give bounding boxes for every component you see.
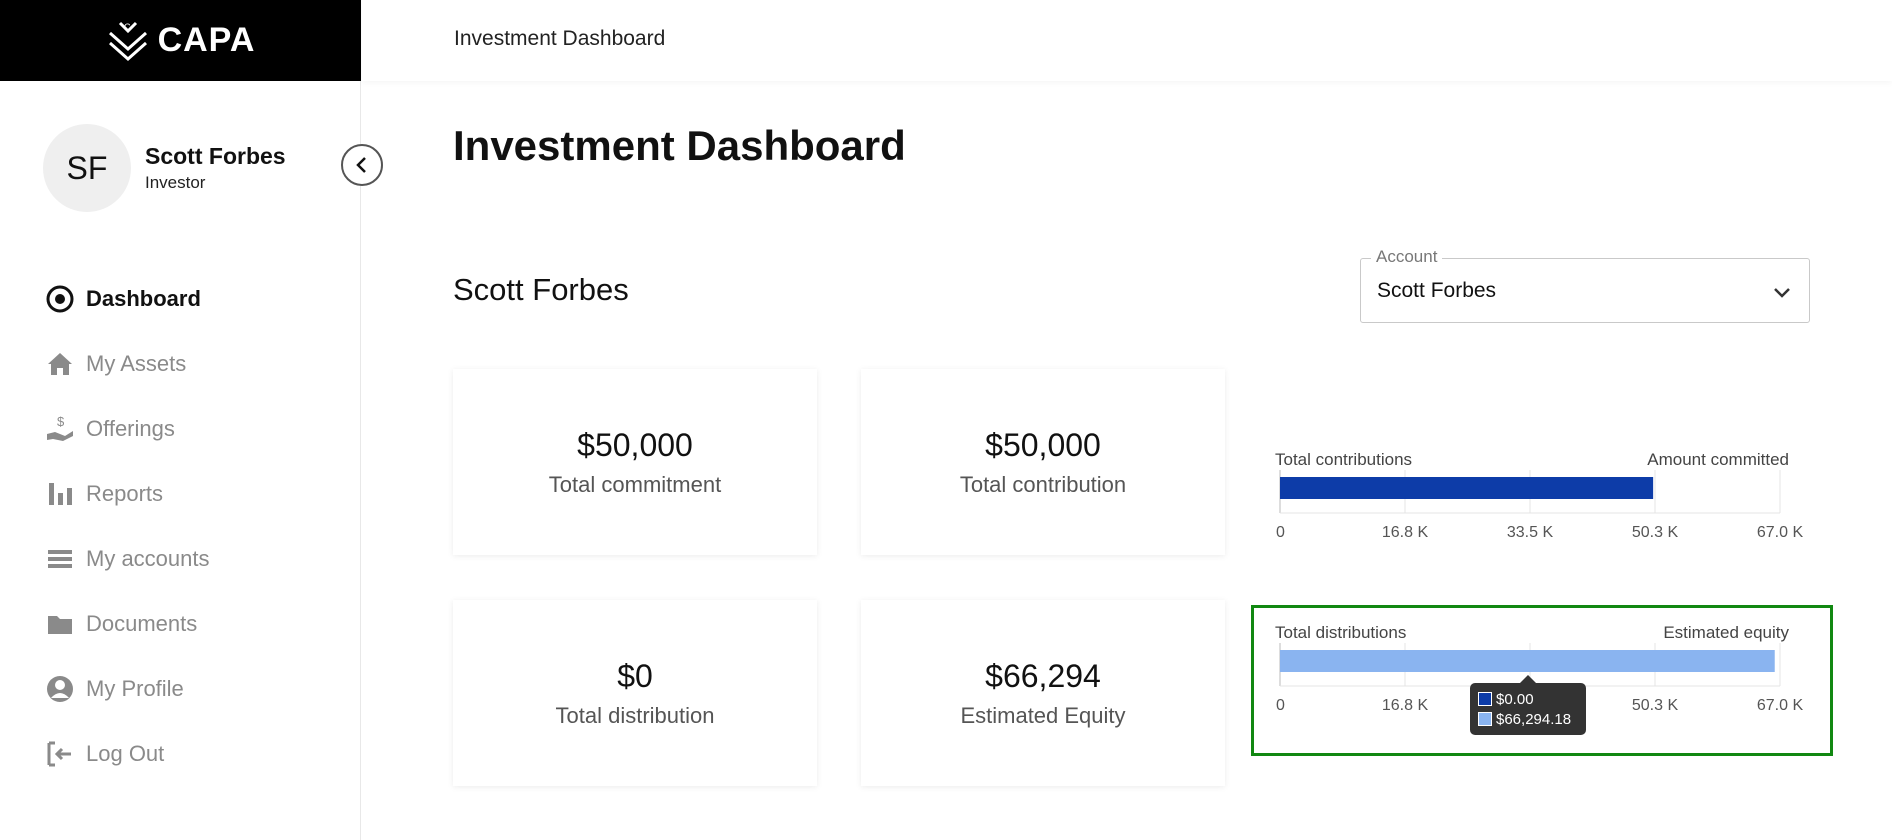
tick-label: 33.5 K [1507,524,1554,541]
sidebar-item-label: Documents [86,610,198,636]
sidebar-item-label: Log Out [86,740,165,766]
target-icon [44,283,76,315]
card-label: Estimated Equity [960,702,1126,728]
chevron-left-icon [356,157,366,173]
total-distribution-card: $0 Total distribution [453,600,817,786]
top-bar: Investment Dashboard [362,0,1892,81]
user-name: Scott Forbes [145,143,286,169]
chart-tick-labels: 0 16.8 K 33.5 K 50.3 K 67.0 K [1276,524,1803,541]
account-holder-name: Scott Forbes [453,272,629,307]
tick-label: 67.0 K [1757,524,1804,541]
sidebar-item-my-accounts[interactable]: My accounts [44,526,210,591]
chart-highlight-box [1251,605,1833,756]
card-label: Total contribution [959,471,1127,497]
collapse-sidebar-button[interactable] [341,144,383,186]
brand-name: CAPA [157,21,256,59]
sidebar-item-label: My accounts [86,545,210,571]
sidebar-item-log-out[interactable]: Log Out [44,721,210,786]
chart-tooltip: $0.00 $66,294.18 [1470,675,1586,735]
account-value: Scott Forbes [1377,279,1497,302]
card-value: $50,000 [985,426,1101,463]
chevron-down-icon [1774,288,1790,298]
sidebar-item-reports[interactable]: Reports [44,461,210,526]
chart-left-label: Total contributions [1275,450,1412,469]
sidebar-item-offerings[interactable]: $ Offerings [44,396,210,461]
card-label: Total commitment [548,471,722,497]
topbar-title: Investment Dashboard [454,27,666,50]
user-circle-icon [44,673,76,705]
sidebar-item-dashboard[interactable]: Dashboard [44,266,210,331]
avatar: SF [43,124,131,212]
estimated-equity-card: $66,294 Estimated Equity [861,600,1225,786]
tooltip-swatch-dark [1478,692,1492,706]
tooltip-value-equity: $66,294.18 [1496,710,1572,728]
card-value: $50,000 [577,426,693,463]
sidebar-item-my-profile[interactable]: My Profile [44,656,210,721]
user-role: Investor [145,173,206,192]
bar[interactable] [1280,650,1775,672]
home-icon [44,348,76,380]
sidebar-nav: Dashboard My Assets $ Offerings Reports … [44,266,210,786]
logo-bar[interactable]: C CAPA [0,0,361,81]
svg-text:C: C [124,22,131,32]
tick-label: 16.8 K [1382,524,1429,541]
sidebar-item-label: My Profile [86,675,184,701]
card-label: Total distribution [555,702,715,728]
sidebar-item-label: Dashboard [86,285,201,311]
page-title: Investment Dashboard [453,122,906,169]
contributions-chart: Total contributions Amount committed 0 16… [1275,450,1803,541]
user-profile: SF Scott Forbes Investor [43,124,286,212]
sidebar-item-label: Reports [86,480,164,506]
chart-right-label: Amount committed [1647,450,1789,469]
card-value: $66,294 [985,657,1101,694]
sidebar-item-my-assets[interactable]: My Assets [44,331,210,396]
svg-text:$: $ [57,414,65,429]
tick-label: 50.3 K [1632,524,1679,541]
sidebar-item-label: My Assets [86,350,187,376]
logout-icon [44,738,76,770]
tooltip-value-distributions: $0.00 [1496,690,1534,708]
chart-left-label: Total distributions [1275,623,1406,642]
tick-label: 67.0 K [1757,697,1804,714]
tick-label: 0 [1276,524,1285,541]
chart-bars [1280,477,1654,499]
tick-label: 16.8 K [1382,697,1429,714]
capa-logo-icon: C [108,21,147,61]
chart-right-label: Estimated equity [1663,623,1789,642]
folder-icon [44,608,76,640]
tick-label: 50.3 K [1632,697,1679,714]
sidebar-item-documents[interactable]: Documents [44,591,210,656]
account-select[interactable]: Account Scott Forbes [1360,247,1810,323]
bar[interactable] [1280,477,1654,499]
tooltip-swatch-light [1478,712,1492,726]
total-contribution-card: $50,000 Total contribution [861,369,1225,555]
chart-bars [1280,650,1775,672]
bar-chart-icon [44,478,76,510]
tick-label: 0 [1276,697,1285,714]
total-commitment-card: $50,000 Total commitment [453,369,817,555]
card-value: $0 [617,657,653,694]
sidebar: C CAPA SF Scott Forbes Investor Dashboar… [0,0,361,840]
hand-dollar-icon: $ [44,413,76,445]
account-label: Account [1371,247,1443,267]
list-icon [44,543,76,575]
sidebar-item-label: Offerings [86,415,175,441]
